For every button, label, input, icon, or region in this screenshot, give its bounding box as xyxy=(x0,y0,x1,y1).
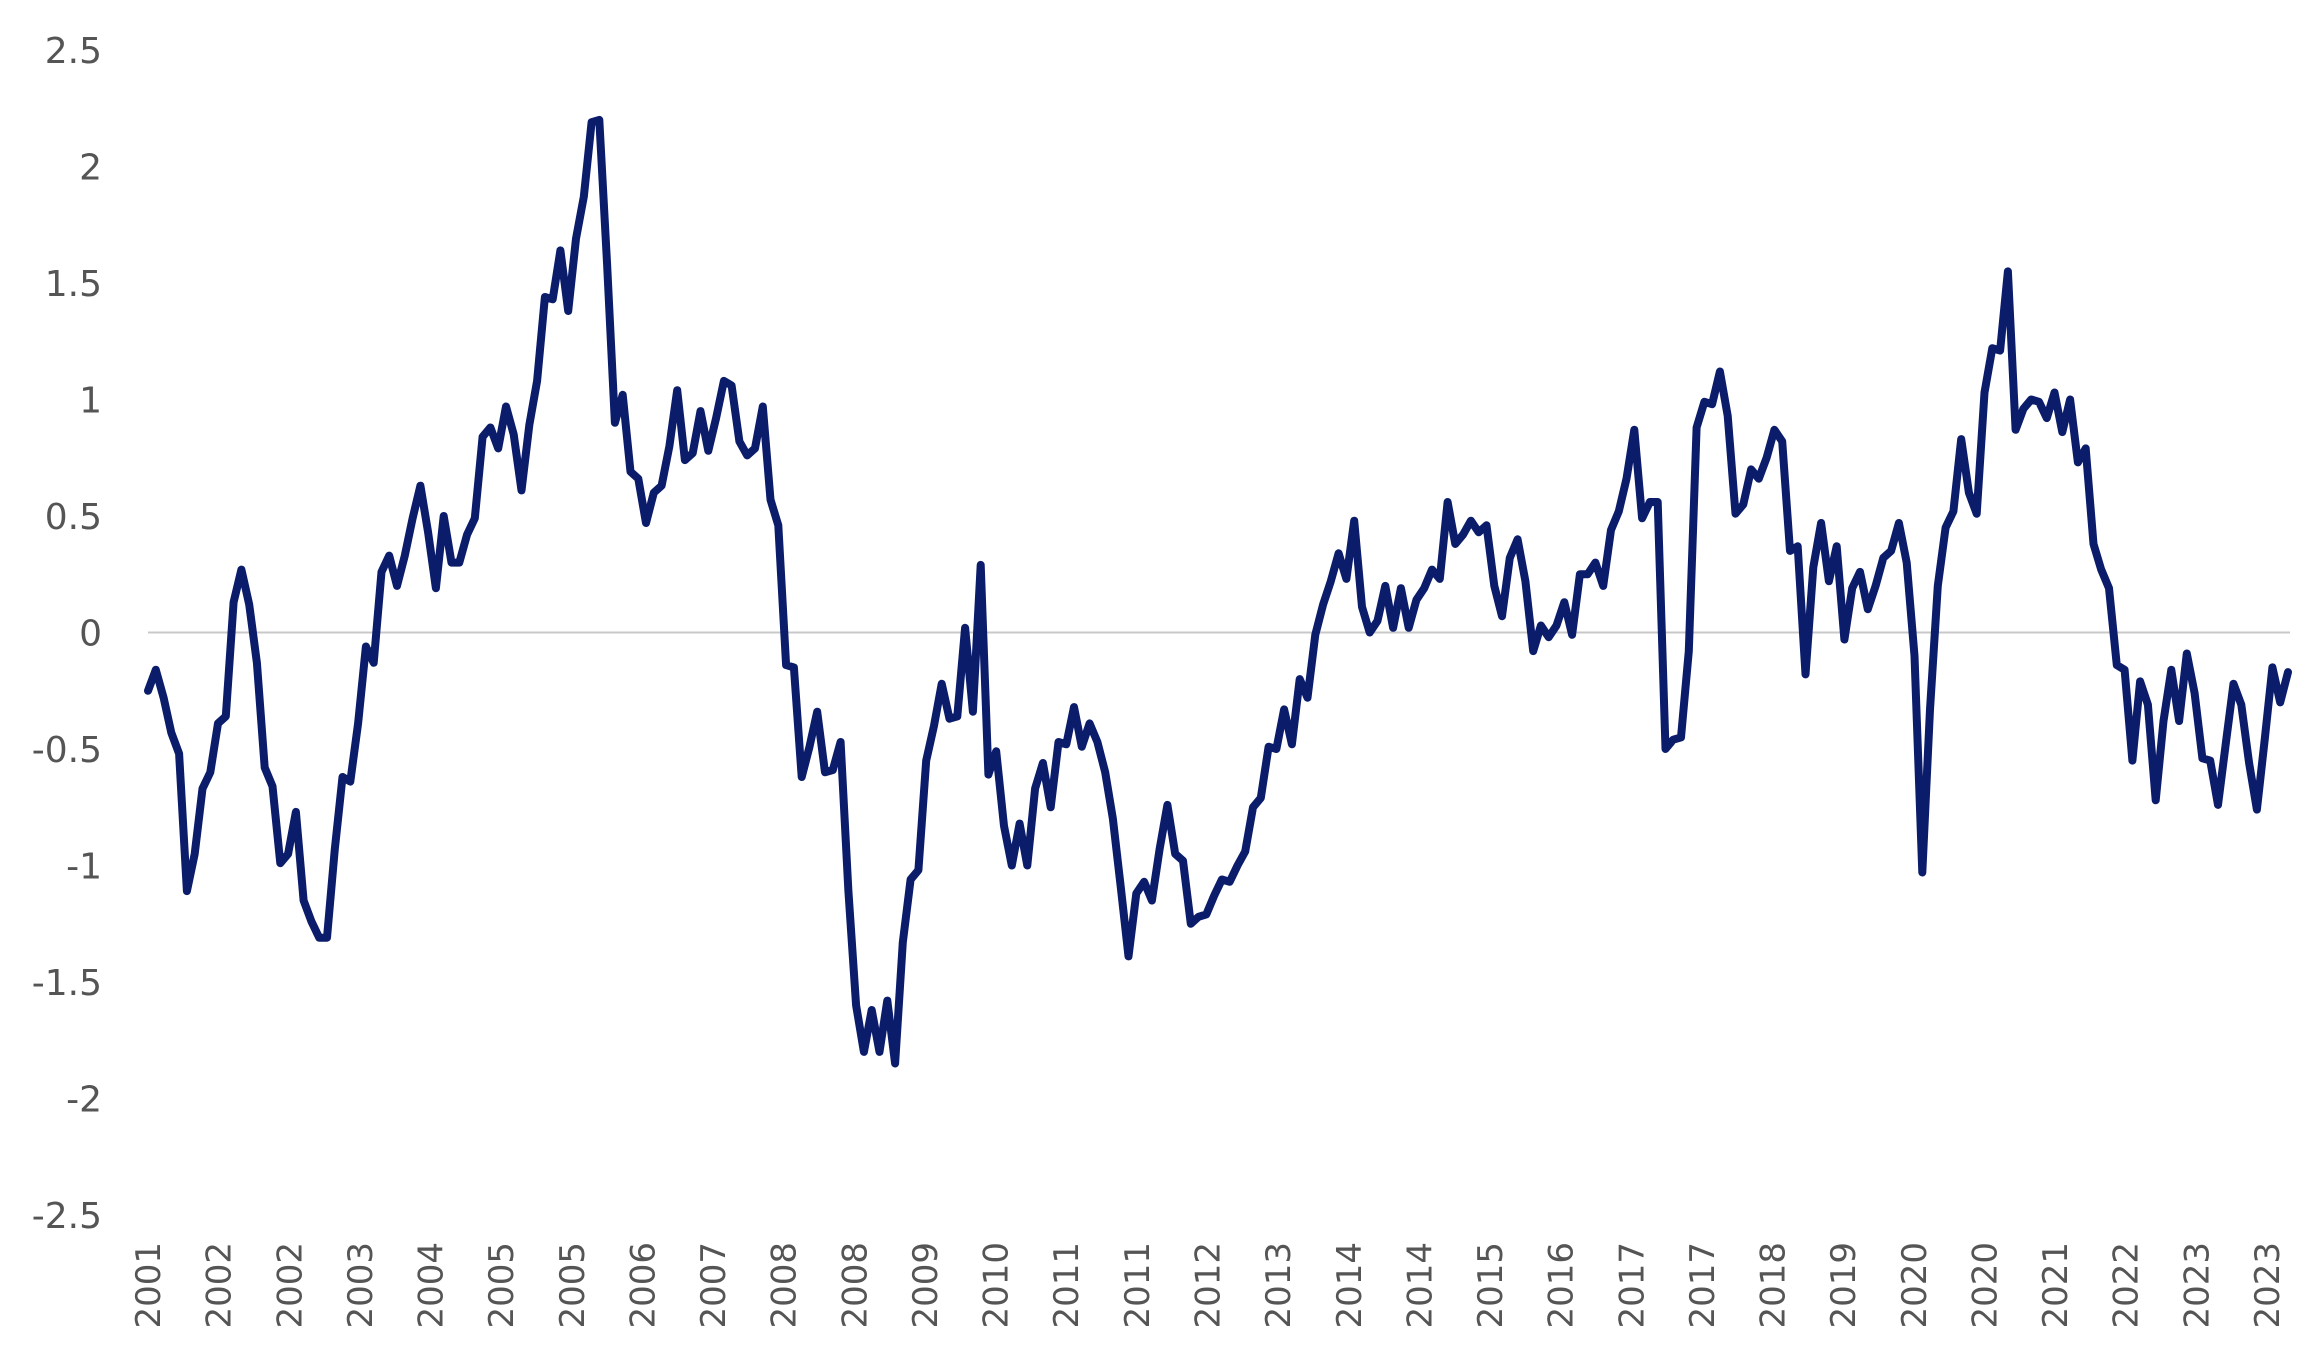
x-tick-label: 2008 xyxy=(765,1242,805,1329)
y-tick-label: -0.5 xyxy=(32,730,102,771)
x-tick-label: 2001 xyxy=(129,1242,169,1329)
x-tick-label: 2013 xyxy=(1259,1242,1299,1329)
x-tick-label: 2017 xyxy=(1612,1242,1652,1329)
x-tick-label: 2011 xyxy=(1118,1242,1158,1329)
y-tick-label: 1.5 xyxy=(45,264,102,305)
y-tick-label: 0 xyxy=(79,614,102,655)
x-tick-label: 2002 xyxy=(200,1242,240,1329)
x-tick-label: 2005 xyxy=(482,1242,522,1329)
y-axis: 2.5 2 1.5 1 0.5 0 -0.5 -1 -1.5 -2 -2.5 xyxy=(32,31,102,1237)
x-tick-label: 2009 xyxy=(906,1242,946,1329)
x-tick-label: 2017 xyxy=(1683,1242,1723,1329)
x-tick-label: 2007 xyxy=(694,1242,734,1329)
x-tick-label: 2018 xyxy=(1754,1242,1794,1329)
x-tick-label: 2010 xyxy=(977,1242,1017,1329)
x-tick-label: 2012 xyxy=(1189,1242,1229,1329)
y-tick-label: 1 xyxy=(79,381,102,422)
x-tick-label: 2023 xyxy=(2177,1242,2217,1329)
x-tick-label: 2006 xyxy=(623,1242,663,1329)
x-axis: 2001 2002 2002 2003 2004 2005 2005 2006 2007 2008… xyxy=(129,1242,2288,1329)
x-tick-label: 2016 xyxy=(1542,1242,1582,1329)
x-tick-label: 2020 xyxy=(1895,1242,1935,1329)
y-tick-label: 2 xyxy=(79,148,102,189)
y-tick-label: -2.5 xyxy=(32,1196,102,1237)
x-tick-label: 2014 xyxy=(1400,1242,1440,1329)
series-line xyxy=(144,115,2292,1068)
x-tick-label: 2023 xyxy=(2248,1242,2288,1329)
x-tick-label: 2003 xyxy=(341,1242,381,1329)
x-tick-label: 2002 xyxy=(270,1242,310,1329)
x-tick-label: 2020 xyxy=(1966,1242,2006,1329)
x-tick-label: 2021 xyxy=(2036,1242,2076,1329)
x-tick-label: 2011 xyxy=(1047,1242,1087,1329)
x-tick-label: 2005 xyxy=(553,1242,593,1329)
y-tick-label: 2.5 xyxy=(45,31,102,72)
x-tick-label: 2019 xyxy=(1824,1242,1864,1329)
x-tick-label: 2015 xyxy=(1471,1242,1511,1329)
x-tick-label: 2022 xyxy=(2107,1242,2147,1329)
x-tick-label: 2008 xyxy=(835,1242,875,1329)
y-tick-label: -2 xyxy=(66,1080,102,1121)
y-tick-label: -1 xyxy=(66,847,102,888)
y-tick-label: 0.5 xyxy=(45,497,102,538)
y-tick-label: -1.5 xyxy=(32,963,102,1004)
x-tick-label: 2014 xyxy=(1330,1242,1370,1329)
x-tick-label: 2004 xyxy=(412,1242,452,1329)
